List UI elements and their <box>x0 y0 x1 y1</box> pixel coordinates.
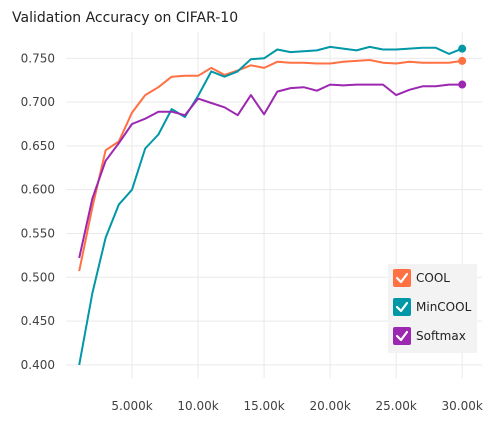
series-endpoint-mincool <box>458 44 467 53</box>
checkmark-icon <box>395 272 409 284</box>
y-tick-label: 0.750 <box>21 51 55 65</box>
checkmark-icon <box>395 330 409 342</box>
series-endpoint-softmax <box>458 80 467 89</box>
y-tick-label: 0.600 <box>21 183 55 197</box>
series-endpoint-cool <box>458 56 467 65</box>
series-line-mincool <box>78 45 463 366</box>
checkmark-icon <box>395 301 409 313</box>
x-tick-label: 5.000k <box>111 399 152 413</box>
y-tick-label: 0.450 <box>21 314 55 328</box>
y-tick-label: 0.650 <box>21 139 55 153</box>
y-tick-label: 0.700 <box>21 95 55 109</box>
x-tick-label: 10.00k <box>177 399 218 413</box>
x-tick-label: 30.00k <box>442 399 483 413</box>
x-axis-ticks: 5.000k 10.00k 15.00k 20.00k 25.00k 30.00k <box>111 399 483 413</box>
legend-swatch-cool[interactable] <box>393 269 411 287</box>
series-lines <box>78 44 467 366</box>
legend-swatch-softmax[interactable] <box>393 327 411 345</box>
legend-swatch-mincool[interactable] <box>393 298 411 316</box>
legend: COOL MinCOOL Softmax <box>388 264 477 353</box>
legend-label-mincool: MinCOOL <box>416 300 472 314</box>
y-tick-label: 0.400 <box>21 358 55 372</box>
y-tick-label: 0.550 <box>21 226 55 240</box>
x-tick-label: 20.00k <box>309 399 350 413</box>
series-line-softmax <box>78 83 463 259</box>
y-axis-ticks: 0.400 0.450 0.500 0.550 0.600 0.650 0.700 0.750 <box>21 51 55 372</box>
chart-title: Validation Accuracy on CIFAR-10 <box>12 10 239 26</box>
x-tick-label: 15.00k <box>243 399 284 413</box>
x-tick-label: 25.00k <box>376 399 417 413</box>
legend-label-softmax: Softmax <box>416 329 466 343</box>
series-line-cool <box>78 59 463 272</box>
y-tick-label: 0.500 <box>21 270 55 284</box>
legend-label-cool: COOL <box>416 271 450 285</box>
